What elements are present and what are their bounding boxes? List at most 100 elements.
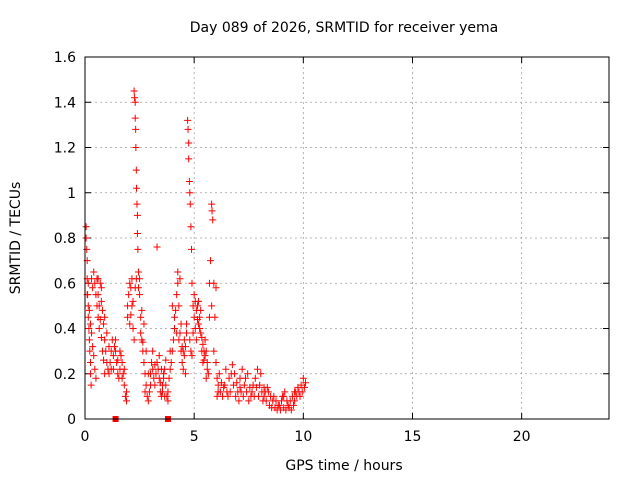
data-point [95, 302, 103, 310]
data-point [174, 268, 182, 276]
data-point [122, 397, 130, 405]
data-point [244, 370, 252, 378]
y-tick-label: 0 [67, 412, 76, 428]
data-point [131, 114, 139, 122]
data-point [291, 397, 299, 405]
data-point [222, 365, 230, 373]
data-point [86, 347, 94, 355]
data-point [121, 392, 129, 400]
y-tick-label: 1.2 [54, 141, 76, 157]
data-point [174, 279, 182, 287]
data-point [86, 320, 94, 328]
data-point [83, 245, 91, 253]
data-point [238, 365, 246, 373]
data-point [185, 177, 193, 185]
data-point [85, 325, 93, 332]
data-point [141, 388, 149, 396]
data-point [127, 311, 135, 319]
data-point [105, 343, 113, 351]
data-point [136, 291, 144, 299]
data-point [185, 155, 193, 163]
data-point [183, 329, 191, 337]
data-point [215, 370, 223, 378]
data-point [236, 383, 244, 391]
data-point [300, 383, 308, 391]
data-point [157, 365, 165, 373]
y-tick-label: 0.6 [54, 276, 76, 292]
data-point [213, 374, 221, 382]
data-point [109, 365, 117, 373]
data-point [119, 370, 127, 378]
data-point [225, 374, 233, 382]
data-point [181, 370, 189, 378]
data-point [126, 279, 134, 287]
data-point [97, 297, 105, 305]
data-point [100, 320, 108, 328]
data-point [195, 320, 203, 328]
data-point [233, 379, 241, 387]
data-point [245, 397, 253, 405]
data-point [134, 284, 142, 292]
data-point [133, 211, 141, 219]
data-point [144, 370, 152, 378]
data-point [166, 365, 174, 373]
plot-frame [84, 56, 610, 420]
data-point [132, 125, 140, 133]
data-point [138, 306, 146, 314]
data-point [89, 284, 97, 292]
data-point [85, 306, 93, 314]
data-point [132, 166, 140, 174]
data-point [212, 284, 220, 292]
data-point [132, 275, 140, 283]
data-point [164, 397, 172, 405]
data-point [131, 94, 139, 102]
data-point [96, 279, 104, 287]
data-point [197, 306, 205, 314]
data-point [172, 306, 180, 314]
data-point [96, 315, 104, 323]
data-point [98, 347, 106, 355]
data-point [239, 392, 247, 400]
data-point [280, 392, 288, 400]
y-tick-label: 0.4 [54, 322, 76, 338]
data-point [86, 358, 94, 366]
data-point [178, 358, 186, 366]
data-point [197, 329, 205, 337]
data-point [188, 279, 196, 287]
data-point [232, 392, 240, 400]
data-point [185, 139, 193, 147]
x-axis-label: GPS time / hours [285, 458, 402, 474]
data-point [226, 388, 234, 396]
data-point [179, 347, 187, 355]
data-point [193, 302, 201, 310]
data-point [224, 392, 232, 400]
data-point [139, 338, 147, 346]
data-point [180, 352, 188, 360]
data-point [203, 365, 211, 373]
data-point [87, 381, 95, 389]
data-point [116, 347, 124, 355]
data-point [202, 347, 210, 355]
data-point [94, 291, 102, 299]
data-point [162, 356, 170, 364]
data-point [101, 370, 109, 378]
data-point [201, 352, 209, 360]
data-point [151, 361, 159, 369]
data-point [165, 374, 173, 382]
data-point [173, 329, 181, 337]
data-point [125, 291, 133, 299]
data-point [144, 397, 152, 405]
grid-lines [85, 57, 609, 419]
data-point [97, 334, 105, 342]
data-point [133, 229, 141, 237]
y-tick-label: 0.8 [54, 231, 76, 247]
data-point [82, 223, 90, 231]
data-point [210, 347, 218, 355]
x-tick-label: 20 [513, 429, 531, 445]
data-point [120, 365, 128, 373]
data-point [190, 291, 198, 299]
x-tick-label: 0 [81, 429, 90, 445]
data-point [184, 125, 192, 133]
data-point [287, 406, 295, 414]
